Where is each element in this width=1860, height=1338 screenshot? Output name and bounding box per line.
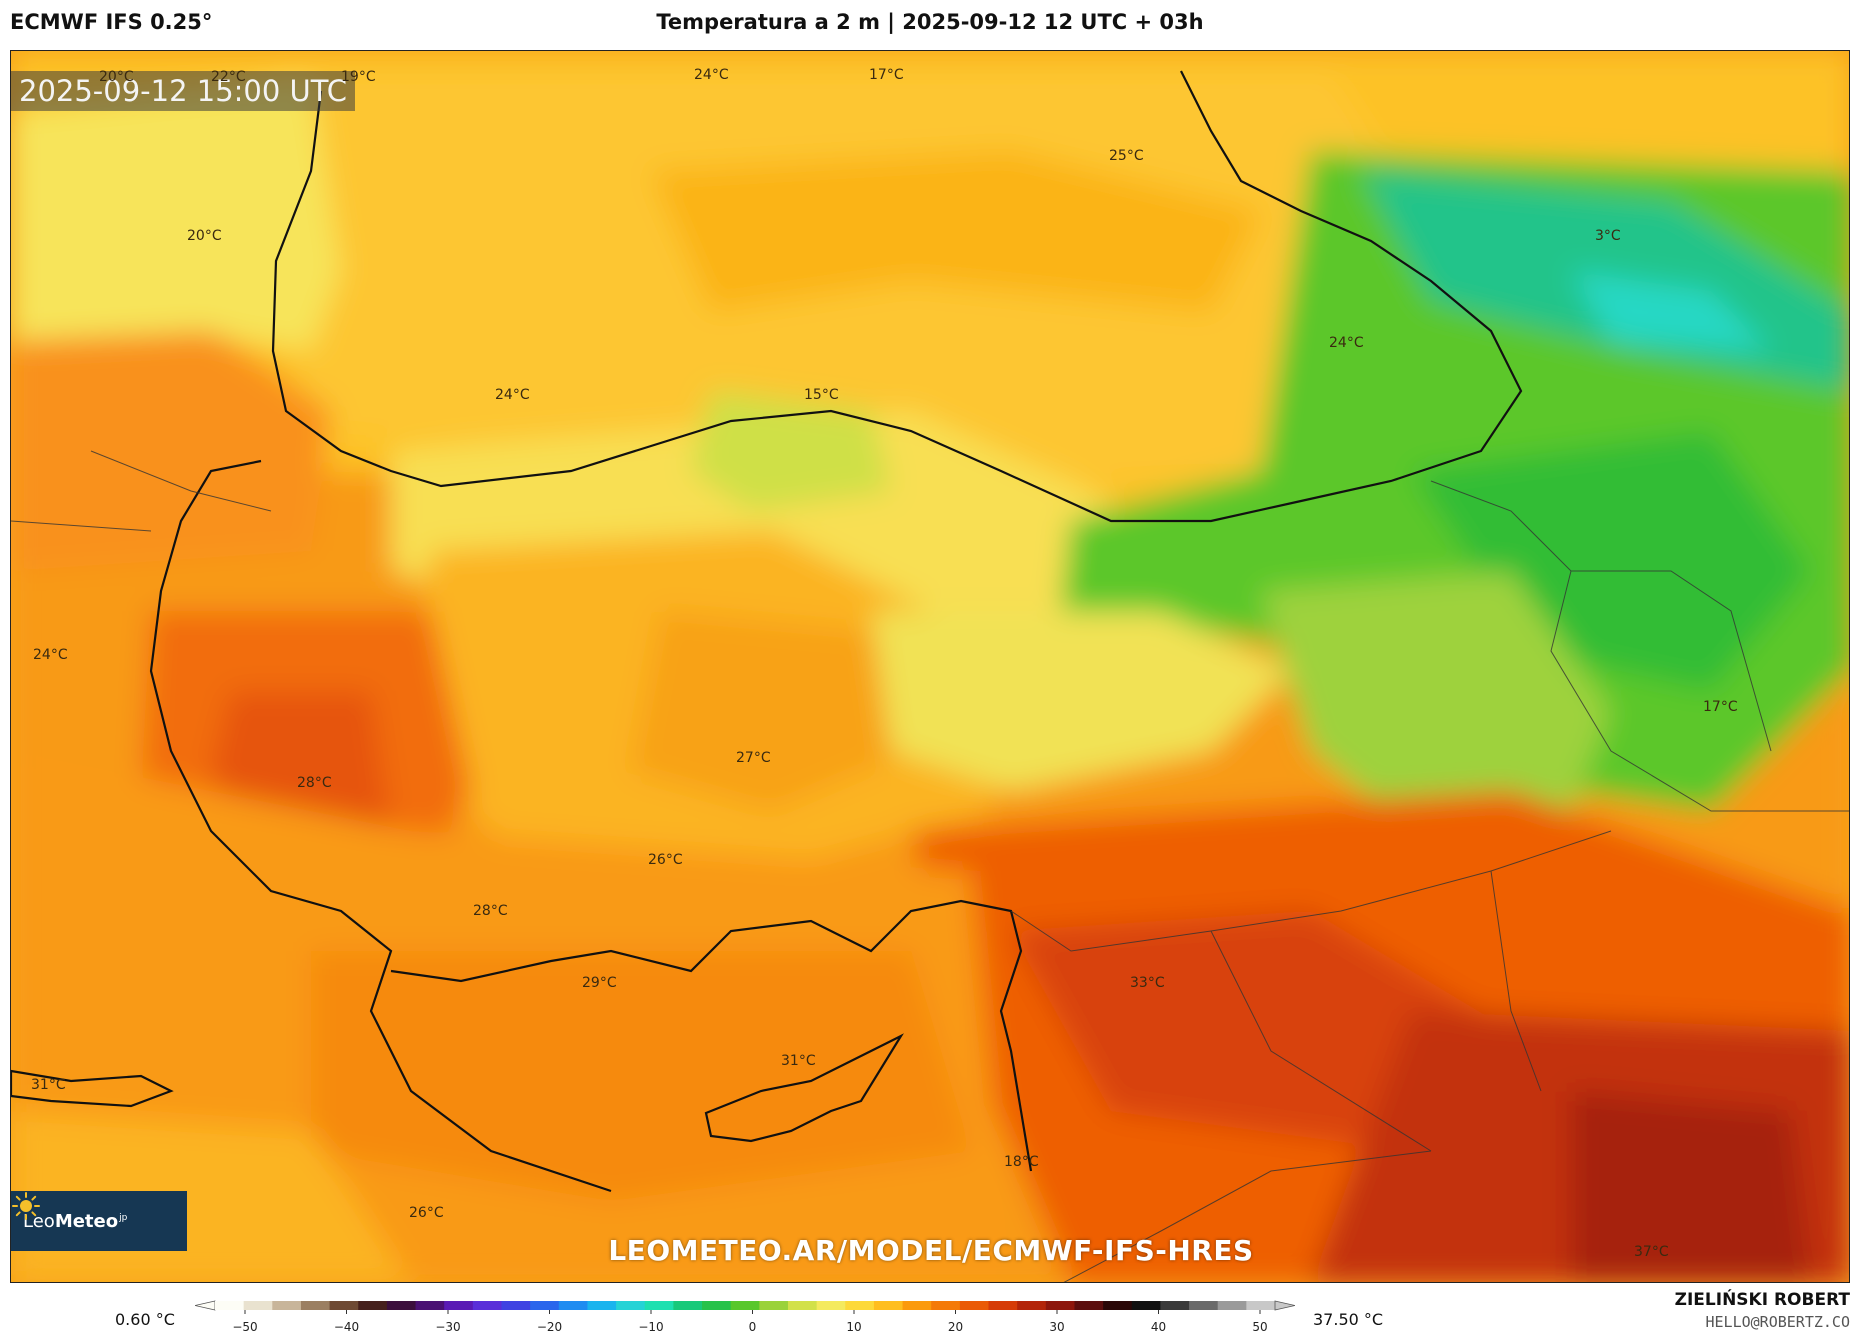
colorbar-swatch xyxy=(558,1301,588,1310)
temperature-label: 33°C xyxy=(1130,975,1165,991)
colorbar-swatch xyxy=(702,1301,732,1310)
colorbar-swatch xyxy=(873,1301,904,1310)
temperature-label: 22°C xyxy=(211,69,246,85)
temperature-label: 18°C xyxy=(1004,1154,1039,1170)
colorbar: −50 −40 −30 −20 −10 0 10 20 30 40 50 xyxy=(195,1300,1295,1334)
colorbar-max-arrow xyxy=(1274,1300,1295,1311)
temperature-label: 26°C xyxy=(409,1205,444,1221)
temperature-label: 31°C xyxy=(31,1077,66,1093)
colorbar-swatch xyxy=(644,1301,674,1310)
colorbar-swatch xyxy=(1189,1301,1219,1310)
colorbar-tick-label: −20 xyxy=(537,1320,562,1334)
temperature-label: 17°C xyxy=(869,67,904,83)
colorbar-tick-label: 30 xyxy=(1049,1320,1064,1334)
temperature-label: 15°C xyxy=(804,387,839,403)
colorbar-tick-label: −40 xyxy=(334,1320,359,1334)
temperature-label: 27°C xyxy=(736,750,771,766)
colorbar-tick-label: 50 xyxy=(1252,1320,1267,1334)
colorbar-tick-label: 40 xyxy=(1151,1320,1166,1334)
colorbar-swatch xyxy=(1160,1301,1190,1310)
temperature-field xyxy=(11,51,1849,1282)
colorbar-swatch xyxy=(1217,1301,1247,1310)
colorbar-swatch xyxy=(616,1301,646,1310)
colorbar-swatch xyxy=(358,1301,388,1310)
source-url-watermark: LEOMETEO.AR/MODEL/ECMWF-IFS-HRES xyxy=(608,1234,1254,1267)
temperature-label: 24°C xyxy=(33,647,68,663)
colorbar-swatch xyxy=(329,1301,359,1310)
colorbar-swatch xyxy=(1045,1301,1075,1310)
author-name: ZIELIŃSKI ROBERT xyxy=(1674,1290,1850,1310)
colorbar-swatch xyxy=(759,1301,789,1310)
colorbar-tick-label: −10 xyxy=(638,1320,663,1334)
valid-time-badge: 2025-09-12 15:00 UTC xyxy=(11,71,356,111)
colorbar-swatch xyxy=(243,1301,273,1310)
temperature-label: 28°C xyxy=(297,775,332,791)
colorbar-swatch xyxy=(959,1301,990,1310)
temperature-label: 24°C xyxy=(495,387,530,403)
colorbar-swatch xyxy=(1017,1301,1047,1310)
colorbar-swatch xyxy=(415,1301,445,1310)
colorbar-swatch xyxy=(1103,1301,1133,1310)
colorbar-swatch xyxy=(673,1301,703,1310)
colorbar-tick-label: −30 xyxy=(435,1320,460,1334)
temperature-label: 17°C xyxy=(1703,699,1738,715)
temperature-label: 28°C xyxy=(473,903,508,919)
colorbar-swatch xyxy=(931,1301,961,1310)
logo-text: LeoMeteojp xyxy=(23,1210,128,1232)
colorbar-swatch xyxy=(444,1301,474,1310)
colorbar-swatch xyxy=(1131,1301,1161,1310)
colorbar-swatch xyxy=(787,1301,818,1310)
colorbar-tick-label: 20 xyxy=(948,1320,963,1334)
colorbar-swatch xyxy=(902,1301,932,1310)
colorbar-swatch xyxy=(587,1301,617,1310)
temperature-label: 29°C xyxy=(582,975,617,991)
model-name: ECMWF IFS 0.25° xyxy=(10,10,213,34)
temperature-label: 24°C xyxy=(1329,335,1364,351)
temperature-label: 26°C xyxy=(648,852,683,868)
colorbar-tick-label: 0 xyxy=(749,1320,757,1334)
temperature-map[interactable]: 2025-09-12 15:00 UTC 20°C 22°C 19°C 24°C… xyxy=(10,50,1850,1283)
colorbar-swatch xyxy=(272,1301,302,1310)
colorbar-swatch xyxy=(816,1301,846,1310)
colorbar-swatch xyxy=(530,1301,560,1310)
colorbar-swatch xyxy=(1074,1301,1104,1310)
colorbar-swatch xyxy=(730,1301,760,1310)
author-contact[interactable]: HELLO@ROBERTZ.CO xyxy=(1705,1313,1851,1331)
colorbar-min-label: 0.60 °C xyxy=(115,1310,175,1329)
colorbar-swatch xyxy=(1246,1301,1276,1310)
chart-title: Temperatura a 2 m | 2025-09-12 12 UTC + … xyxy=(656,10,1204,34)
leometeo-logo[interactable]: LeoMeteojp xyxy=(11,1191,187,1251)
colorbar-swatch xyxy=(386,1301,417,1310)
colorbar-tick-label: 10 xyxy=(846,1320,861,1334)
temperature-label: 25°C xyxy=(1109,148,1144,164)
colorbar-tick-label: −50 xyxy=(232,1320,257,1334)
colorbar-swatch xyxy=(845,1301,875,1310)
temperature-label: 37°C xyxy=(1634,1244,1669,1260)
colorbar-swatch xyxy=(988,1301,1018,1310)
colorbar-swatch xyxy=(300,1301,331,1310)
colorbar-min-arrow xyxy=(195,1300,216,1311)
temperature-label: 3°C xyxy=(1595,228,1621,244)
colorbar-max-label: 37.50 °C xyxy=(1313,1310,1384,1329)
colorbar-swatch xyxy=(472,1301,502,1310)
temperature-label: 24°C xyxy=(694,67,729,83)
temperature-label: 20°C xyxy=(187,228,222,244)
temperature-label: 19°C xyxy=(341,69,376,85)
colorbar-swatch xyxy=(215,1301,245,1310)
sun-icon xyxy=(12,1192,40,1220)
temperature-label: 20°C xyxy=(99,69,134,85)
colorbar-swatch xyxy=(501,1301,531,1310)
temperature-label: 31°C xyxy=(781,1053,816,1069)
